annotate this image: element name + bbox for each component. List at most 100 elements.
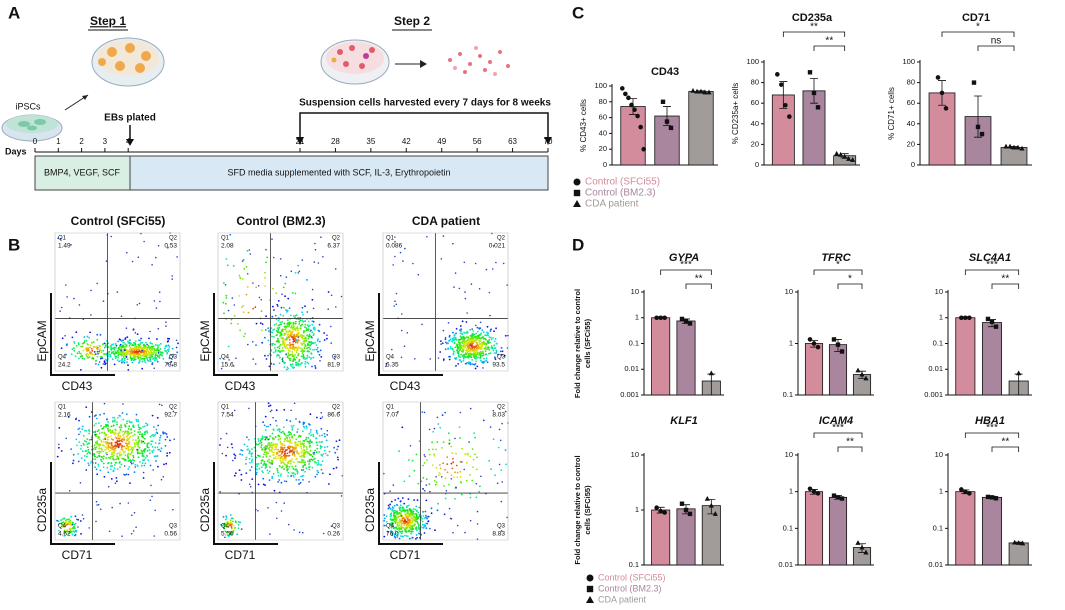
- cell-dot: [125, 435, 128, 438]
- cell-dot: [81, 514, 84, 516]
- days-label: Days: [5, 146, 27, 156]
- cell-dot: [134, 340, 137, 343]
- cell-dot: [88, 415, 91, 418]
- quadrant-value: 2.08: [221, 243, 234, 250]
- cell-dot: [400, 535, 402, 537]
- cell-dot: [301, 259, 304, 261]
- cell-dot: [423, 454, 426, 456]
- cell-dot: [406, 518, 409, 520]
- cell-dot: [479, 327, 482, 330]
- cell-dot: [276, 452, 279, 455]
- cell-dot: [264, 464, 267, 467]
- cell-dot: [144, 457, 147, 459]
- cell-dot: [282, 460, 284, 462]
- cell-dot: [411, 536, 414, 539]
- flow-plot: [219, 402, 344, 539]
- cell-dot: [164, 349, 167, 352]
- cell-dot: [224, 536, 226, 539]
- cell-dot: [225, 531, 228, 534]
- panel-label: A: [8, 3, 20, 22]
- cell-dot: [403, 509, 406, 511]
- cell-dot: [289, 446, 292, 448]
- cell-dot: [460, 338, 463, 340]
- cell-dot: [134, 356, 137, 358]
- cell-dot: [393, 533, 396, 535]
- cell-dot: [241, 449, 244, 452]
- cell-dot: [272, 329, 274, 331]
- cell-dot: [104, 358, 107, 361]
- cell-dot: [233, 314, 236, 317]
- cell-dot: [58, 446, 60, 449]
- cell-dot: [81, 355, 84, 357]
- y-tick-label: 60: [751, 98, 759, 107]
- cell-dot: [459, 356, 462, 359]
- cell-dot: [71, 348, 74, 351]
- data-point: [1003, 143, 1009, 149]
- cell-dot: [256, 468, 258, 471]
- cell-dot: [176, 351, 179, 354]
- cell-dot: [398, 512, 401, 514]
- y-axis-label: Fold change relative to control: [573, 455, 582, 564]
- legend-marker: [586, 585, 594, 593]
- eb-label: EBs plated: [104, 113, 156, 124]
- cell-dot: [74, 355, 77, 357]
- cell-dot: [421, 517, 424, 520]
- cell-dot: [133, 353, 135, 356]
- cell-dot: [227, 309, 230, 312]
- cell-dot: [293, 322, 295, 325]
- cell-dot: [120, 340, 123, 342]
- cell-dot: [320, 463, 322, 466]
- cell-dot: [80, 353, 82, 355]
- cell-dot: [137, 353, 140, 355]
- cell-dot: [126, 422, 128, 425]
- data-point: [694, 88, 700, 94]
- cell-dot: [393, 305, 396, 307]
- cell-dot: [302, 466, 305, 468]
- column-header: Control (SFCi55): [71, 214, 166, 228]
- cell-dot: [492, 409, 495, 412]
- cell-dot: [487, 347, 489, 349]
- cell-dot: [102, 343, 104, 346]
- data-point: [635, 113, 640, 119]
- cell-dot: [391, 534, 394, 537]
- cell-dot: [136, 451, 139, 454]
- cell-dot: [166, 352, 168, 355]
- cell-dot: [395, 292, 398, 295]
- cell-dot: [129, 339, 131, 342]
- cell-dot: [121, 444, 124, 447]
- cell-dot: [307, 343, 310, 346]
- cell-dot: [287, 446, 289, 449]
- cell-dot: [225, 297, 228, 299]
- cell-dot: [122, 403, 124, 405]
- cell-dot: [410, 532, 412, 535]
- cell-dot: [74, 534, 77, 536]
- cell-dot: [125, 327, 128, 330]
- cell-dot: [337, 445, 339, 448]
- cell-dot: [307, 346, 310, 349]
- cell-dot: [135, 346, 138, 348]
- cell-dot: [453, 336, 455, 339]
- cell-dot: [91, 356, 94, 359]
- cell-dot: [149, 464, 152, 467]
- cell-dot: [304, 464, 306, 466]
- cell-dot: [149, 452, 151, 455]
- cell-dot: [303, 448, 305, 451]
- cell-dot: [430, 512, 433, 515]
- data-point: [846, 156, 852, 161]
- cell-dot: [293, 434, 296, 437]
- data-point: [993, 324, 999, 329]
- cell-dot: [86, 343, 89, 345]
- cell-dot: [124, 454, 127, 456]
- cell-dot: [319, 360, 321, 362]
- cell-dot: [459, 332, 462, 335]
- cell-dot: [135, 413, 138, 416]
- cell-dot: [450, 445, 453, 448]
- cell-dot: [95, 520, 97, 523]
- cell-dot: [454, 471, 456, 474]
- cell-dot: [137, 420, 140, 423]
- cell-dot: [65, 353, 67, 356]
- cell-dot: [479, 351, 482, 353]
- cell-dot: [281, 358, 284, 361]
- cell-dot: [450, 474, 453, 477]
- cell-dot: [495, 342, 498, 345]
